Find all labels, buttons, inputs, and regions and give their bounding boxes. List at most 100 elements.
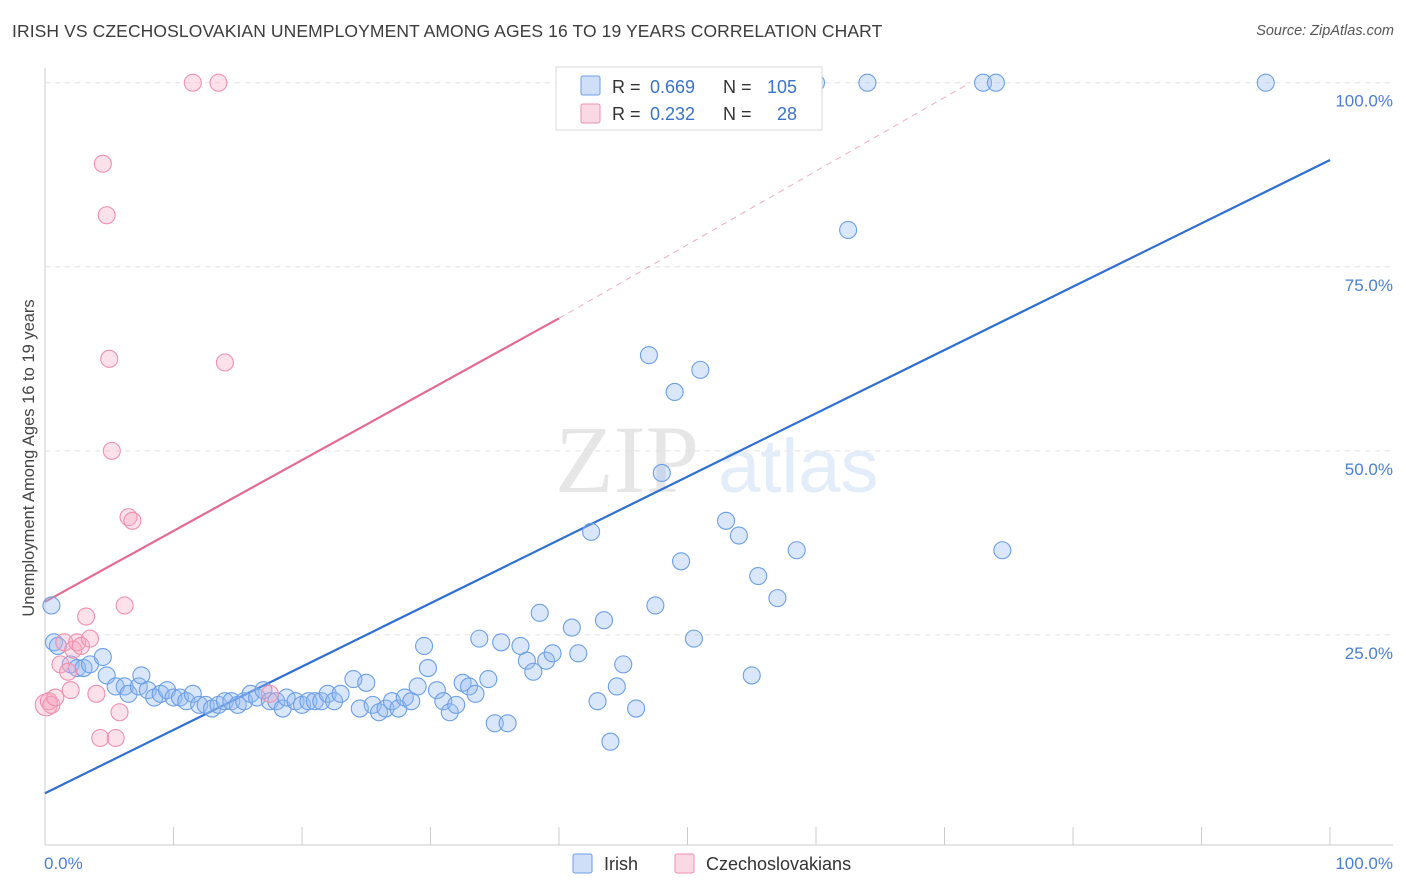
point-irish [447,695,466,714]
point-czech [106,728,125,748]
point-irish [459,677,479,696]
grid-lines [45,82,1393,636]
point-czech [209,73,228,92]
legend-n-irish: 105 [767,77,797,97]
legend-n-label-irish: N = [723,77,752,97]
stats-legend: R = 0.669 N = 105 R = 0.232 N = 28 [555,66,823,131]
point-irish [588,692,607,711]
point-irish [325,692,344,711]
point-irish [543,644,562,663]
point-irish [530,603,549,622]
point-irish [498,714,517,733]
point-irish [183,684,202,703]
point-irish [42,596,61,615]
point-irish [993,541,1012,560]
point-irish [672,552,691,571]
point-irish [299,692,318,711]
legend-r-irish: 0.669 [650,77,695,97]
point-czech [93,154,112,173]
y-tick-label-50: 50.0% [1345,460,1393,479]
legend-r-label-czech: R = [612,104,641,124]
point-irish [601,732,620,751]
point-irish [684,629,703,648]
point-irish [466,684,485,703]
point-irish [787,541,806,560]
point-czech [91,728,110,748]
point-irish [768,589,787,608]
point-irish [716,511,736,530]
point-irish [415,636,434,656]
y-tick-label-100: 100.0% [1335,92,1393,111]
watermark-atlas: atlas [718,424,879,509]
point-czech [77,607,96,626]
point-irish [729,526,748,545]
point-irish [318,684,337,703]
point-czech [260,684,279,703]
point-irish [357,673,376,692]
point-czech [115,596,134,615]
point-irish [627,699,646,718]
point-irish [427,681,446,700]
point-irish [267,692,286,711]
point-irish [1256,73,1275,92]
series-legend-swatch-irish [572,853,593,874]
point-czech [102,441,121,460]
trendline-0 [44,159,1331,795]
point-czech [183,73,202,92]
legend-r-label-irish: R = [612,77,641,97]
point-irish [562,618,581,637]
chart-title: IRISH VS CZECHOSLOVAKIAN UNEMPLOYMENT AM… [12,21,883,41]
point-irish [492,633,511,652]
y-axis-title: Unemployment Among Ages 16 to 19 years [20,299,38,616]
series-legend-label-czech: Czechoslovakians [706,854,851,874]
point-irish [742,666,761,685]
point-irish [418,659,437,678]
y-tick-labels: 25.0% 50.0% 75.0% 100.0% [1335,92,1393,663]
watermark-zip: ZIP [555,406,699,513]
point-czech [100,349,119,368]
point-irish [665,382,684,402]
trendline-extension-1 [558,82,971,319]
point-irish [537,651,556,670]
y-tick-label-25: 25.0% [1345,644,1393,663]
point-czech [215,353,234,372]
point-czech [59,662,78,681]
point-irish [594,611,614,630]
point-czech [51,655,70,674]
point-czech [87,684,106,703]
point-irish [331,684,350,703]
point-irish [839,220,858,240]
point-irish [569,644,588,663]
point-irish [973,73,993,92]
point-czech [46,688,65,707]
point-irish [312,692,331,711]
point-irish [614,655,633,674]
legend-n-label-czech: N = [723,104,752,124]
point-czech [123,511,142,530]
point-irish [582,522,601,541]
point-irish [376,699,395,718]
point-irish [408,677,427,696]
point-irish [440,703,459,722]
series-legend: Irish Czechoslovakians [572,853,851,874]
series-legend-label-irish: Irish [604,854,638,874]
point-irish [524,662,543,681]
watermark: ZIP atlas [555,406,879,513]
point-czech [71,636,91,656]
source-label: Source: ZipAtlas.com [1256,23,1394,39]
legend-swatch-irish [580,75,601,96]
y-tick-label-75: 75.0% [1345,276,1393,295]
point-czech [97,206,116,225]
point-irish [119,684,138,703]
legend-r-czech: 0.232 [650,104,695,124]
x-tick-label-min: 0.0% [44,854,83,873]
point-czech [61,681,80,700]
point-irish [129,677,148,696]
point-irish [646,596,665,615]
point-irish [749,566,768,586]
point-irish [517,651,536,670]
trendline-1 [44,317,560,603]
point-irish [607,677,626,696]
point-irish [986,73,1005,92]
